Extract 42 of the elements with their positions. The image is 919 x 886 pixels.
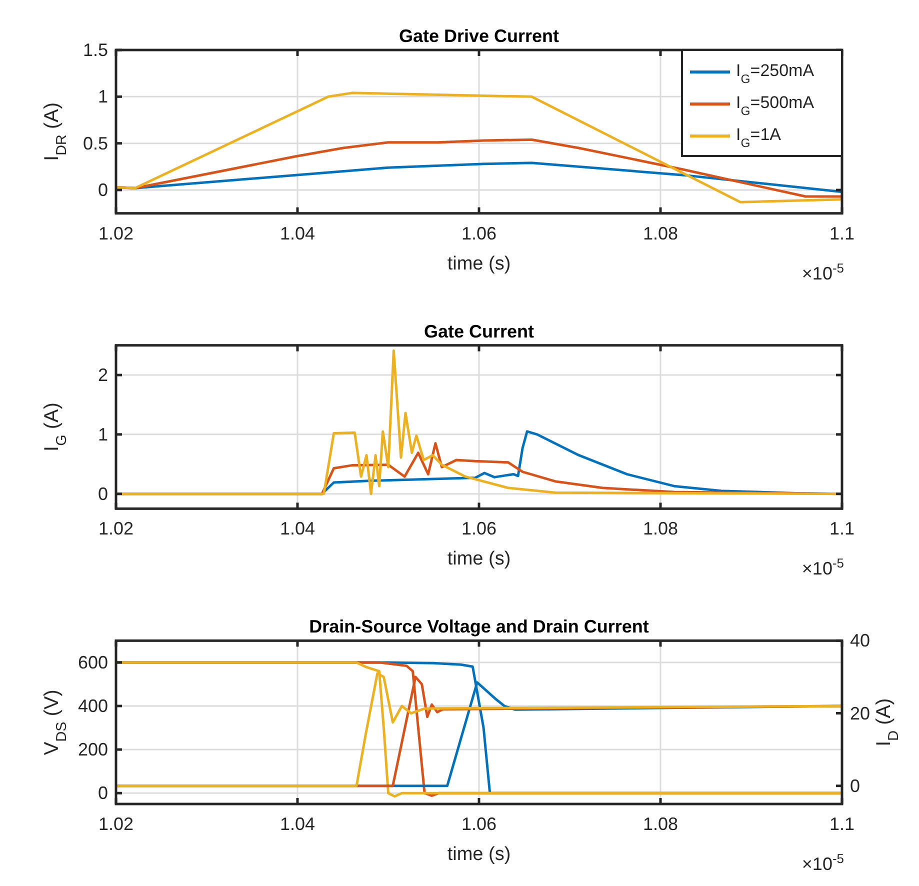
y-tick-label: 0 [98,783,108,804]
x-tick-label: 1.08 [642,814,678,834]
text: ×10$^{-5}$ [802,260,844,284]
chart-title: Drain-Source Voltage and Drain Current [309,616,649,637]
y-tick-label: 0.5 [82,133,108,154]
y-tick-label: 0 [98,484,108,504]
x-tick-label: 1.04 [280,518,316,539]
x-tick-label: 1.08 [642,518,678,539]
y-tick-label: 400 [78,696,108,716]
x-tick-label: 1.02 [98,223,134,244]
legend-label: I$_{G}$=500mA [736,93,815,118]
x-tick-label: 1.1 [829,814,855,834]
chart-title: Gate Drive Current [398,26,560,46]
y2-tick-label: 0 [850,776,860,796]
legend-label: I$_{G}$=250mA [736,61,815,86]
x-tick-label: 1.06 [461,223,497,244]
x-tick-label: 1.02 [98,518,134,539]
line-series [116,92,842,204]
x-axis-title: time (s) [447,253,511,274]
y2-tick-label: 40 [850,630,870,651]
y-tick-label: 200 [78,740,108,760]
legend-label: I$_{G}$=1A [736,125,782,150]
x-tick-label: 1.08 [642,223,678,244]
x-tick-label: 1.02 [98,814,134,834]
text: ×10$^{-5}$ [802,555,844,579]
x-tick-label: 1.1 [829,518,855,539]
x-axis-title: time (s) [447,548,511,570]
x-tick-label: 1.04 [280,223,316,244]
y-tick-label: 1 [98,424,108,444]
text: ×10$^{-5}$ [802,850,844,874]
y-tick-label: 1 [98,86,108,107]
x-tick-label: 1.06 [461,518,497,539]
x-tick-label: 1.1 [829,223,855,244]
x-tick-label: 1.04 [280,814,316,834]
x-tick-label: 1.06 [461,814,497,834]
y-tick-label: 1.5 [82,40,108,60]
y-tick-label: 600 [78,652,108,672]
y-tick-label: 2 [98,365,108,386]
y2-tick-label: 20 [850,703,870,724]
y-tick-label: 0 [98,180,108,200]
chart-title: Gate Current [424,321,534,342]
x-axis-title: time (s) [447,844,511,865]
